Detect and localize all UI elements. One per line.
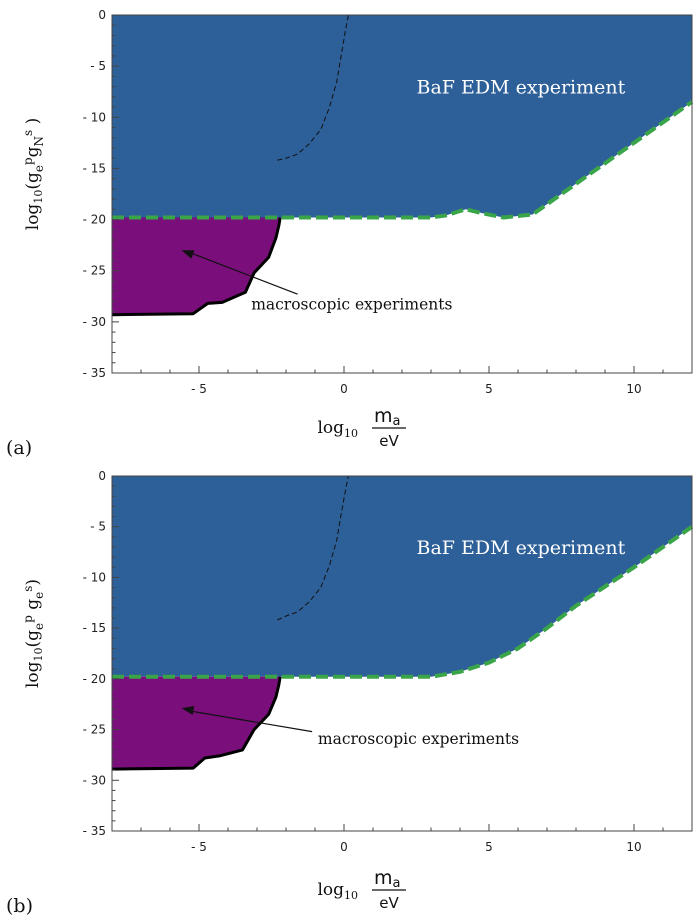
annotation-arrow-line [191,252,298,295]
x-tick-label: - 5 [191,840,207,854]
x-tick-label: 5 [485,382,493,396]
svg-text:ma: ma [374,867,400,891]
svg-text:eV: eV [379,894,399,912]
svg-text:log10: log10 [317,880,358,902]
y-tick-label: - 25 [83,264,106,278]
macroscopic-limit-line [111,217,282,317]
macroscopic-excluded-region [112,676,281,770]
x-axis-label: log10 ma eV [317,867,406,912]
macroscopic-excluded-region [112,217,281,315]
edm-limit-line [112,525,694,679]
y-tick-label: - 15 [83,621,106,635]
edm-limit-line [112,100,694,220]
edm-region-label: BaF EDM experiment [417,537,626,559]
chart-panel-a: 0 - 5 - 10 - 15 - 20 - 25 - 30 - 35 - 5 0 5 10 BaF E… [21,8,694,450]
edm-excluded-region [112,15,692,218]
y-axis-label: log10(gepgNs ) [21,118,46,230]
svg-text:eV: eV [379,432,399,450]
y-tick-label: - 30 [83,773,106,787]
y-tick-label: - 35 [83,366,106,380]
y-tick-label: - 10 [83,570,106,584]
dashed-curve [277,14,349,161]
panel-label-a: (a) [6,437,33,459]
panel-label-b: (b) [6,895,33,917]
x-tick-label: 5 [485,840,493,854]
chart-panel-b: 0 - 5 - 10 - 15 - 20 - 25 - 30 - 35 - 5 0 5 10 BaF E… [21,469,694,912]
y-tick-label: - 5 [90,59,106,73]
x-tick-label: 10 [626,382,641,396]
annotation-arrowhead [181,250,195,259]
y-tick-label: - 20 [83,672,106,686]
y-tick-label: - 25 [83,723,106,737]
annotation-arrow-line [191,710,313,733]
svg-text:ma: ma [374,405,400,429]
y-tick-label: 0 [98,469,106,483]
x-tick-label: - 5 [191,382,207,396]
dashed-curve [277,475,349,621]
y-tick-label: - 10 [83,110,106,124]
macroscopic-limit-line [111,676,282,771]
x-tick-label: 0 [340,382,348,396]
x-tick-label: 0 [340,840,348,854]
y-tick-label: - 5 [90,520,106,534]
x-tick-label: 10 [626,840,641,854]
annotation-arrowhead [181,705,195,715]
svg-text:log10: log10 [317,418,358,440]
y-tick-label: - 20 [83,213,106,227]
macroscopic-region-label: macroscopic experiments [251,296,452,314]
y-tick-label: 0 [98,8,106,22]
x-axis-label: log10 ma eV [317,405,406,450]
macroscopic-region-label: macroscopic experiments [318,730,519,748]
edm-region-label: BaF EDM experiment [417,77,626,99]
y-tick-label: - 35 [83,824,106,838]
y-tick-label: - 30 [83,315,106,329]
y-tick-label: - 15 [83,161,106,175]
y-axis-label: log10(gep ges) [21,579,46,688]
